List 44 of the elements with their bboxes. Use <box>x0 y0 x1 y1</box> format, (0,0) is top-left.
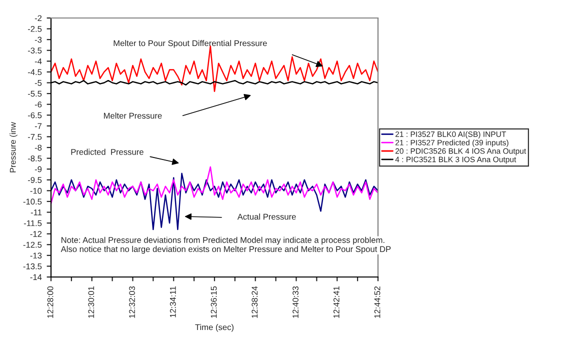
x-tick-label: 12:38:24 <box>252 286 258 318</box>
y-tick-label: -2 <box>34 15 42 22</box>
annotation: Predicted Pressure <box>71 148 144 155</box>
y-tick-label: -10.5 <box>23 198 42 205</box>
x-tick-label: 12:30:01 <box>88 286 94 318</box>
y-tick-label: -4 <box>34 58 42 64</box>
y-tick-label: -4.5 <box>28 69 42 76</box>
annotation: Actual Pressure <box>237 214 296 220</box>
y-tick-label: -7 <box>34 123 42 129</box>
y-tick-label: -12.5 <box>23 242 42 248</box>
line-series <box>51 172 378 230</box>
y-tick-label: -11.5 <box>24 220 42 226</box>
y-tick-label: -5.5 <box>28 90 42 97</box>
y-tick-label: -5 <box>34 80 42 86</box>
y-tick-label: -2.5 <box>28 26 42 32</box>
y-axis-title: Pressure (inw <box>10 122 18 172</box>
annotation: Note: Actual Pressure deviations from Predicted Model may indicate a process problem. <box>61 236 384 245</box>
x-tick-label: 12:32:03 <box>129 286 135 318</box>
y-tick-label: -10 <box>30 188 42 194</box>
y-tick-label: -6 <box>34 102 42 108</box>
y-tick-label: -14 <box>30 274 42 280</box>
y-tick-label: -13.5 <box>23 263 42 270</box>
x-tick-label: 12:40:33 <box>292 286 298 318</box>
x-axis-title: Time (sec) <box>195 324 234 332</box>
y-tick-label: -8.5 <box>28 155 42 162</box>
x-tick-label: 12:28:00 <box>47 286 54 318</box>
line-series <box>51 166 378 204</box>
x-tick-label: 12:44:52 <box>374 286 380 318</box>
y-tick-label: -6.5 <box>28 112 42 118</box>
annotation: Melter Pressure <box>104 112 162 119</box>
y-tick-label: -3.5 <box>28 48 42 54</box>
x-tick-label: 12:34:11 <box>170 286 176 318</box>
y-tick-label: -7.5 <box>28 134 42 140</box>
y-tick-label: -12 <box>30 231 42 237</box>
y-tick-label: -3 <box>34 36 42 43</box>
y-tick-label: -8 <box>34 144 42 151</box>
y-tick-label: -13 <box>30 252 42 259</box>
annotation: Melter to Pour Spout Differential Pressure <box>114 40 267 48</box>
y-tick-label: -9.5 <box>28 177 42 183</box>
y-tick-label: -9 <box>34 166 42 172</box>
annotation: Also notice that no large deviation exists on Melter Pressure and Melter to Pour Spout DP <box>60 246 391 254</box>
x-tick-label: 12:42:41 <box>333 286 340 318</box>
x-tick-label: 12:36:15 <box>210 286 217 318</box>
y-tick-label: -11 <box>30 210 42 216</box>
